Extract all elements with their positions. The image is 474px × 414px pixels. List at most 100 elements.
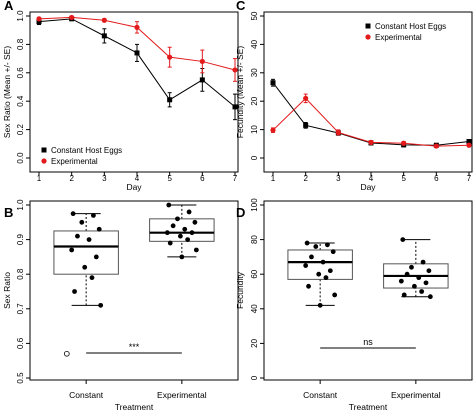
panel-b-data-point	[72, 289, 77, 294]
panel-c-xtick-label: 1	[271, 174, 276, 183]
panel-c-ytick-label: 30	[250, 68, 259, 77]
panel-c-series-line	[272, 97, 470, 147]
panel-a-legend-marker	[41, 158, 47, 164]
panel-b-outlier	[64, 350, 70, 357]
panel-d-data-point	[409, 264, 414, 270]
panel-a-xtick-label: 1	[37, 174, 42, 183]
panel-d-data-point	[309, 254, 314, 260]
panel-b-ytick-label: 1.0	[16, 199, 25, 211]
panel-c-xtick-label: 6	[434, 174, 439, 183]
panel-a-legend-label: Experimental	[51, 157, 98, 166]
panel-d-data-point	[400, 237, 406, 243]
panel-d-data-point	[325, 242, 330, 248]
panel-a-ytick-label: 0.0	[16, 152, 25, 164]
panel-c-xtick-label: 4	[369, 174, 374, 183]
panel-d-data-point	[316, 271, 322, 277]
panel-a-point	[167, 97, 173, 103]
panel-c-point	[368, 139, 374, 145]
panel-a-legend-label: Constant Host Eggs	[51, 146, 122, 155]
panel-b-letter: B	[4, 205, 13, 220]
panel-b-data-point	[70, 211, 76, 217]
panel-c-legend-marker	[365, 34, 371, 40]
panel-d-data-point	[416, 275, 422, 281]
panel-d-data-point	[327, 268, 333, 274]
panel-c-point	[433, 143, 439, 149]
panel-b-data-point	[69, 247, 75, 253]
panel-b-data-point	[79, 219, 85, 225]
panel-a-point	[36, 19, 42, 25]
panel-a-point	[199, 58, 205, 65]
panel-b-data-point	[91, 212, 96, 218]
panel-d-xlabel: Treatment	[349, 402, 388, 412]
panel-d-data-point	[317, 302, 323, 308]
panel-b-data-point	[175, 216, 180, 222]
panel-b-data-point	[164, 230, 170, 236]
panel-c-series-line	[272, 82, 470, 146]
panel-d-data-point	[330, 249, 336, 255]
panel-d-data-point	[419, 289, 425, 294]
panel-b-data-point	[193, 247, 199, 253]
panel-c-point	[466, 139, 472, 145]
panel-c-ytick-label: 20	[250, 96, 259, 105]
panel-c-xtick-label: 2	[303, 174, 308, 183]
panel-a-point	[232, 104, 238, 110]
panel-b-data-point	[96, 226, 102, 232]
panel-b-data-point	[179, 254, 185, 260]
panel-c-ytick-label: 0	[250, 155, 259, 160]
panel-d-data-point	[404, 271, 410, 277]
panel-c-xlabel: Day	[360, 182, 376, 192]
panel-c-ytick-label: 10	[250, 125, 259, 134]
panel-c-ytick-label: 50	[250, 11, 259, 20]
panel-d-data-point	[304, 240, 310, 246]
panel-c-legend-label: Experimental	[375, 33, 422, 42]
panel-c-point	[335, 129, 341, 136]
panel-a-xtick-label: 5	[167, 174, 172, 183]
panel-b-data-point	[167, 240, 173, 246]
panel-b-data-point	[86, 237, 92, 243]
panel-b-sig-label: ***	[129, 342, 140, 352]
panel-a-xtick-label: 4	[135, 174, 140, 183]
panel-d-data-point	[303, 263, 309, 268]
panel-a-point	[69, 14, 75, 21]
panel-d-letter: D	[236, 205, 245, 220]
panel-b-data-point	[170, 223, 176, 229]
panel-a-point	[36, 16, 42, 22]
panel-c-point	[270, 80, 276, 86]
panel-c-point	[466, 142, 472, 148]
panel-b-data-point	[89, 275, 95, 281]
panel-a-xtick-label: 7	[233, 174, 238, 183]
panel-d-data-point	[426, 268, 432, 274]
panel-b-data-point	[189, 230, 195, 236]
panel-b-xtick-label: Constant	[69, 390, 104, 400]
panel-c-letter: C	[236, 0, 246, 13]
panel-d-data-point	[323, 275, 329, 281]
panel-a-point	[167, 54, 173, 60]
panel-a-legend-marker	[41, 147, 47, 153]
panel-c-point	[303, 122, 309, 128]
panel-d-data-point	[411, 283, 417, 289]
panel-d-data-point	[313, 244, 319, 249]
panel-d-data-point	[398, 278, 404, 284]
panel-b-xtick-label: Experimental	[157, 390, 207, 400]
panel-c-point	[401, 140, 407, 146]
panel-d-data-point	[420, 259, 426, 265]
panel-d-frame	[263, 200, 473, 381]
panel-c-xtick-label: 5	[401, 174, 406, 183]
panel-a-point	[101, 33, 107, 39]
panel-b-ytick-label: 0.8	[16, 268, 25, 280]
panel-b-data-point	[186, 209, 192, 215]
panel-b-data-point	[75, 233, 80, 239]
panel-c-xtick-label: 7	[467, 174, 472, 183]
panel-d-ylabel: Fecundity	[235, 271, 245, 309]
panel-a-xlabel: Day	[126, 182, 142, 192]
panel-d-ytick-label: 20	[250, 338, 259, 347]
panel-d-ytick-label: 60	[250, 269, 259, 278]
panel-c-legend-marker	[365, 23, 371, 29]
panel-a-ytick-label: 0.4	[16, 95, 25, 107]
panel-b-data-point	[182, 226, 188, 232]
panel-a-ytick-label: 0.6	[16, 67, 25, 79]
panel-b-data-point	[82, 264, 88, 270]
panel-d-data-point	[332, 292, 338, 298]
panel-b-data-point	[93, 254, 99, 260]
